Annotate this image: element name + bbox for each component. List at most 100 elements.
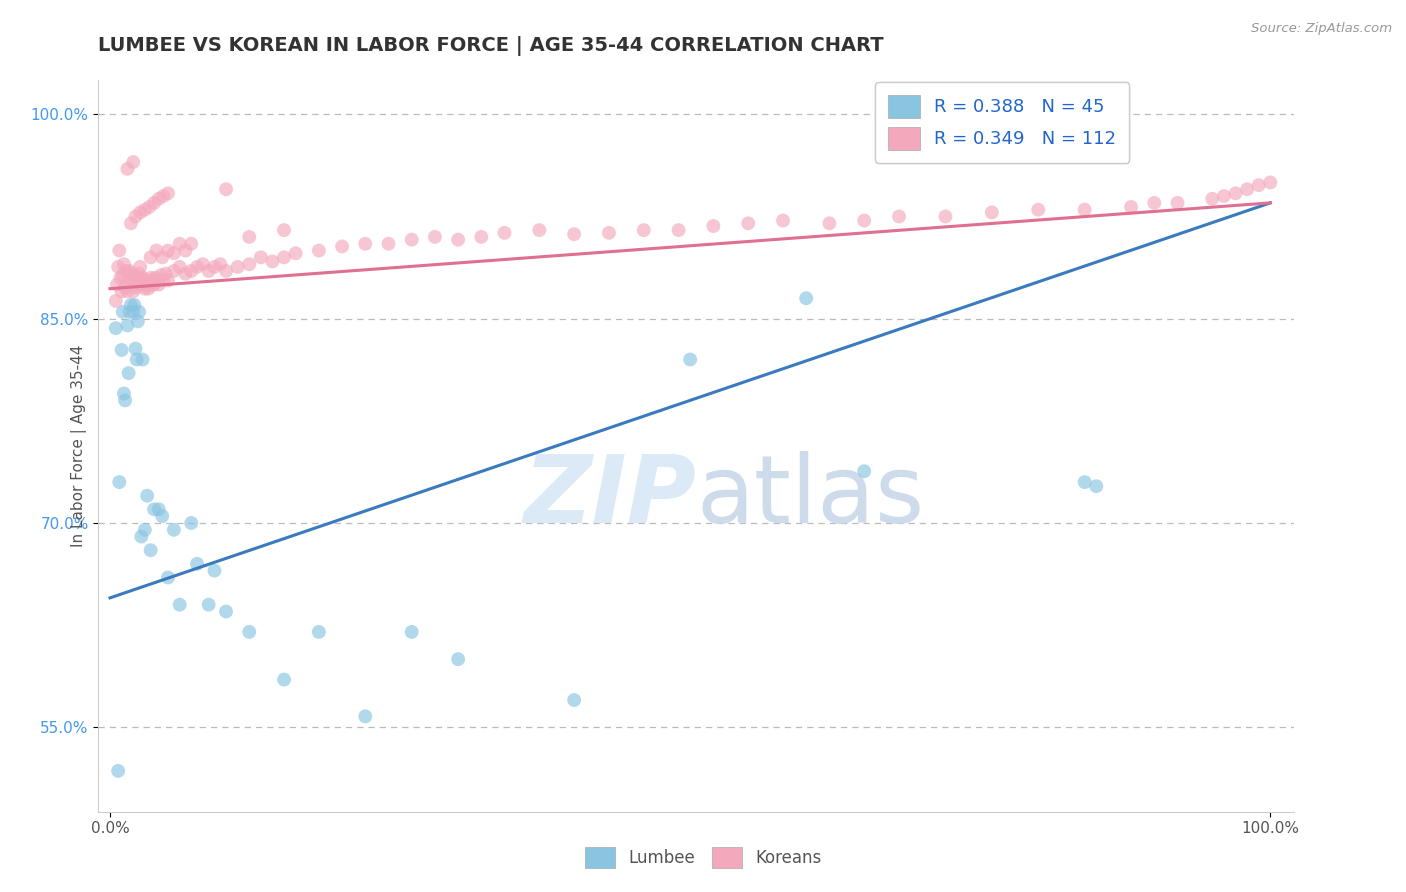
Point <box>124 270 146 285</box>
Point <box>117 318 139 333</box>
Point <box>129 260 152 274</box>
Point <box>494 226 516 240</box>
Point <box>120 298 142 312</box>
Point <box>238 257 260 271</box>
Point <box>794 291 817 305</box>
Point <box>157 273 180 287</box>
Point <box>1073 202 1095 217</box>
Point <box>186 557 208 571</box>
Point <box>145 273 167 287</box>
Point <box>108 475 131 489</box>
Point <box>152 273 174 287</box>
Point <box>134 202 156 217</box>
Point <box>107 260 129 274</box>
Point <box>238 230 260 244</box>
Point <box>447 233 470 247</box>
Point <box>111 285 134 299</box>
Point <box>150 268 173 282</box>
Point <box>447 652 470 666</box>
Point <box>111 343 134 357</box>
Point <box>150 251 173 265</box>
Point <box>215 264 238 278</box>
Point <box>117 366 139 380</box>
Point <box>180 264 202 278</box>
Point <box>1236 182 1258 196</box>
Point <box>818 216 841 230</box>
Point <box>1026 202 1049 217</box>
Point <box>354 236 377 251</box>
Y-axis label: In Labor Force | Age 35-44: In Labor Force | Age 35-44 <box>72 345 87 547</box>
Point <box>124 342 146 356</box>
Point <box>131 277 153 292</box>
Point <box>131 270 153 285</box>
Point <box>157 570 180 584</box>
Point <box>139 270 162 285</box>
Point <box>470 230 492 244</box>
Point <box>120 273 142 287</box>
Point <box>633 223 655 237</box>
Point <box>1166 195 1188 210</box>
Point <box>204 260 226 274</box>
Point <box>118 264 141 278</box>
Point <box>1201 192 1223 206</box>
Point <box>138 200 160 214</box>
Point <box>180 236 202 251</box>
Text: ZIP: ZIP <box>523 451 696 543</box>
Point <box>772 213 794 227</box>
Point <box>107 764 129 778</box>
Point <box>112 257 135 271</box>
Point <box>120 216 142 230</box>
Point <box>125 352 148 367</box>
Point <box>1085 479 1108 493</box>
Point <box>122 305 145 319</box>
Text: LUMBEE VS KOREAN IN LABOR FORCE | AGE 35-44 CORRELATION CHART: LUMBEE VS KOREAN IN LABOR FORCE | AGE 35… <box>98 36 884 55</box>
Point <box>135 277 157 292</box>
Point <box>122 155 145 169</box>
Text: atlas: atlas <box>696 451 924 543</box>
Point <box>354 709 377 723</box>
Point <box>117 161 139 176</box>
Point <box>152 189 174 203</box>
Point <box>121 267 143 281</box>
Point <box>143 502 166 516</box>
Text: Source: ZipAtlas.com: Source: ZipAtlas.com <box>1251 22 1392 36</box>
Point <box>174 244 197 258</box>
Point <box>853 464 876 478</box>
Point <box>238 624 260 639</box>
Point <box>112 386 135 401</box>
Point <box>134 523 156 537</box>
Point <box>401 624 423 639</box>
Point <box>1143 195 1166 210</box>
Point <box>139 543 162 558</box>
Point <box>169 598 191 612</box>
Point <box>1247 178 1270 193</box>
Point <box>273 673 295 687</box>
Point <box>104 293 127 308</box>
Point <box>128 267 150 281</box>
Point <box>142 273 165 287</box>
Point <box>143 195 166 210</box>
Point <box>157 186 180 201</box>
Point <box>110 270 132 285</box>
Point <box>737 216 759 230</box>
Point <box>138 277 160 292</box>
Point <box>132 273 155 287</box>
Point <box>273 223 295 237</box>
Legend: Lumbee, Koreans: Lumbee, Koreans <box>578 840 828 875</box>
Point <box>157 244 180 258</box>
Point <box>117 273 139 287</box>
Point <box>127 314 149 328</box>
Point <box>853 213 876 227</box>
Point <box>702 219 724 233</box>
Point <box>262 254 284 268</box>
Point <box>598 226 620 240</box>
Point <box>118 305 141 319</box>
Point <box>284 246 307 260</box>
Point <box>108 244 131 258</box>
Point <box>148 192 170 206</box>
Point <box>131 530 153 544</box>
Point <box>562 693 585 707</box>
Point <box>169 260 191 274</box>
Point <box>141 277 163 292</box>
Point <box>423 230 446 244</box>
